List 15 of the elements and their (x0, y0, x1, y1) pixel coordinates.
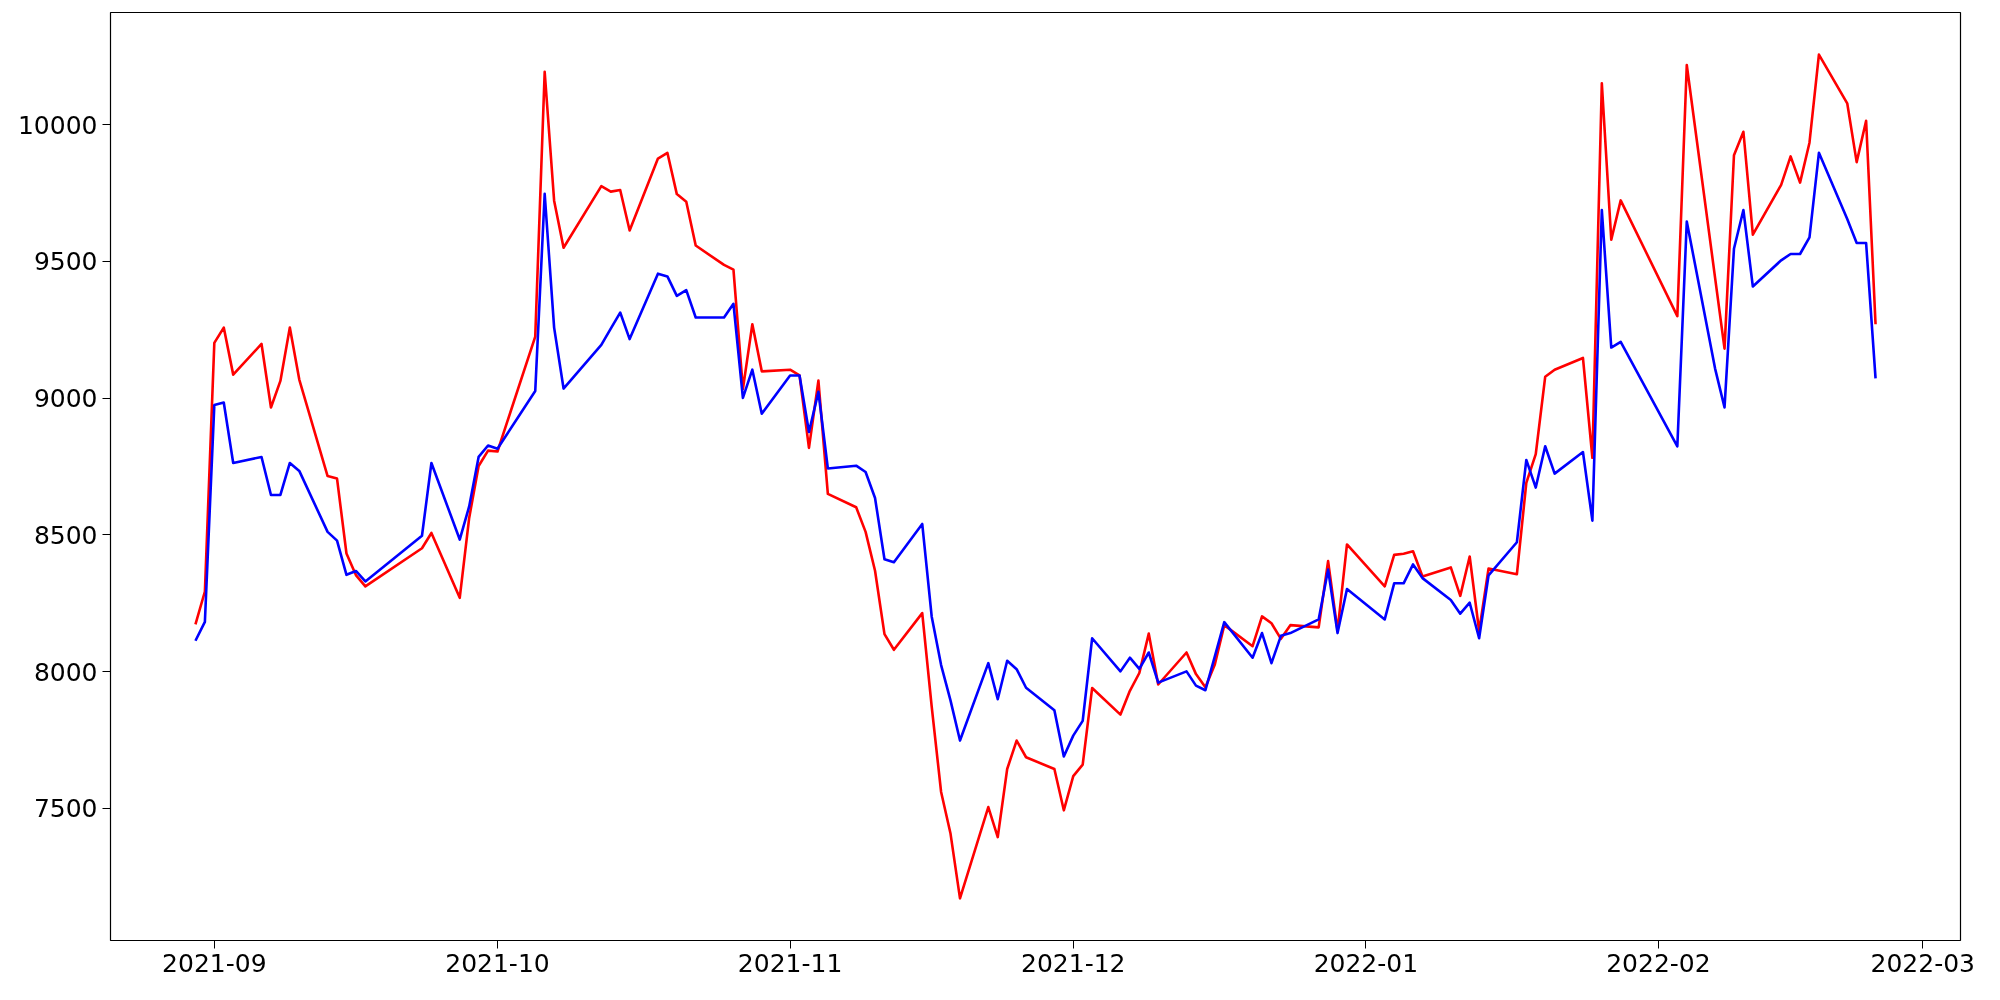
y-tick-label: 10000 (17, 110, 98, 140)
x-tick-label: 2022-02 (1606, 948, 1711, 978)
y-tick-label: 9500 (33, 247, 98, 277)
x-tick-label: 2022-03 (1870, 948, 1975, 978)
x-tick-label: 2021-10 (445, 948, 550, 978)
y-tick-label: 7500 (33, 794, 98, 824)
x-tick-label: 2021-12 (1021, 948, 1126, 978)
line-series (194, 151, 1877, 758)
y-tick-label: 9000 (33, 384, 98, 414)
x-tick-label: 2021-11 (737, 948, 843, 978)
line-series (194, 53, 1877, 900)
x-tick-label: 2021-09 (162, 948, 267, 978)
y-tick-label: 8000 (33, 657, 98, 687)
y-tick-label: 8500 (33, 520, 98, 550)
x-tick-label: 2022-01 (1313, 948, 1419, 978)
